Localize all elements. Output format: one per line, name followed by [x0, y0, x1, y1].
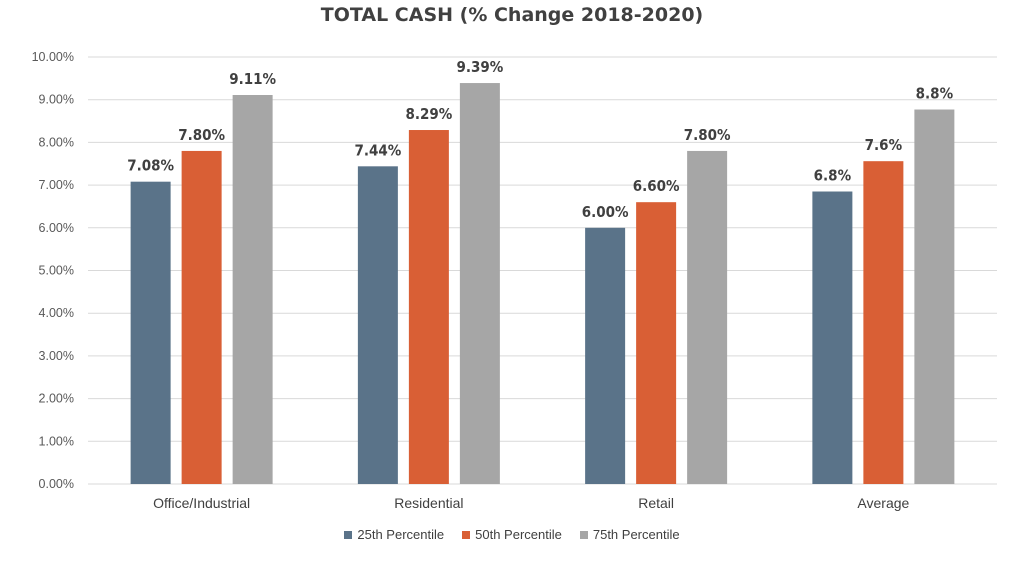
bar-retail-25th-percentile — [585, 227, 626, 485]
y-tick-label: 2.00% — [39, 392, 74, 406]
x-category-label-average: Average — [857, 495, 909, 511]
y-tick-label: 10.00% — [32, 50, 74, 64]
x-category-label-retail: Retail — [638, 495, 674, 511]
x-axis-category-labels: Office/Industrial Residential Retail Averag… — [153, 495, 909, 511]
y-tick-label: 3.00% — [39, 349, 74, 363]
bar-retail-50th-percentile — [636, 202, 677, 484]
legend-item-25th: 25th Percentile — [344, 527, 444, 542]
data-label-average-25th-percentile: 6.8% — [814, 167, 852, 185]
legend-item-50th: 50th Percentile — [462, 527, 562, 542]
bars — [130, 83, 955, 485]
legend-label-75th: 75th Percentile — [592, 527, 680, 542]
y-tick-label: 5.00% — [39, 264, 74, 278]
y-tick-label: 4.00% — [39, 306, 74, 320]
data-label-residential-50th-percentile: 8.29% — [405, 105, 452, 123]
bar-average-25th-percentile — [812, 191, 853, 484]
bar-average-50th-percentile — [863, 161, 904, 485]
data-label-residential-75th-percentile: 9.39% — [456, 58, 503, 76]
legend-swatch-75th — [579, 530, 588, 539]
legend: 25th Percentile 50th Percentile 75th Per… — [0, 527, 1024, 542]
y-axis-tick-labels: 0.00% 1.00% 2.00% 3.00% 4.00% 5.00% 6.00% 7.00%… — [32, 50, 74, 491]
bar-residential-50th-percentile — [408, 130, 449, 484]
data-label-average-50th-percentile: 7.6% — [865, 136, 903, 154]
y-tick-label: 6.00% — [39, 221, 74, 235]
chart-title: TOTAL CASH (% Change 2018-2020) — [320, 4, 704, 26]
bar-office-industrial-25th-percentile — [130, 181, 171, 484]
bar-office-industrial-50th-percentile — [181, 150, 222, 484]
legend-swatch-25th — [344, 530, 353, 539]
data-label-office-industrial-50th-percentile: 7.80% — [178, 126, 225, 144]
legend-label-50th: 50th Percentile — [475, 527, 562, 542]
data-label-office-industrial-25th-percentile: 7.08% — [127, 157, 174, 175]
data-label-retail-50th-percentile: 6.60% — [633, 177, 680, 195]
x-category-label-residential: Residential — [394, 495, 463, 511]
y-tick-label: 1.00% — [39, 434, 74, 448]
data-label-office-industrial-75th-percentile: 9.11% — [229, 70, 276, 88]
x-category-label-office-industrial: Office/Industrial — [153, 495, 250, 511]
data-label-retail-75th-percentile: 7.80% — [684, 126, 731, 144]
legend-label-25th: 25th Percentile — [357, 527, 445, 542]
gridlines — [88, 56, 997, 485]
y-tick-label: 9.00% — [39, 93, 74, 107]
bar-residential-75th-percentile — [459, 83, 500, 484]
bar-office-industrial-75th-percentile — [232, 95, 273, 485]
data-label-residential-25th-percentile: 7.44% — [354, 141, 401, 159]
data-labels: 7.08%7.80%9.11%7.44%8.29%9.39%6.00%6.60%… — [127, 58, 953, 221]
data-label-average-75th-percentile: 8.8% — [916, 85, 954, 103]
y-tick-label: 7.00% — [39, 178, 74, 192]
y-tick-label: 0.00% — [39, 477, 74, 491]
y-tick-label: 8.00% — [39, 135, 74, 149]
bar-average-75th-percentile — [914, 109, 955, 485]
legend-item-75th: 75th Percentile — [579, 527, 680, 542]
bar-residential-25th-percentile — [357, 166, 398, 484]
bar-retail-75th-percentile — [687, 150, 728, 484]
legend-swatch-50th — [462, 530, 471, 539]
data-label-retail-25th-percentile: 6.00% — [582, 203, 629, 221]
